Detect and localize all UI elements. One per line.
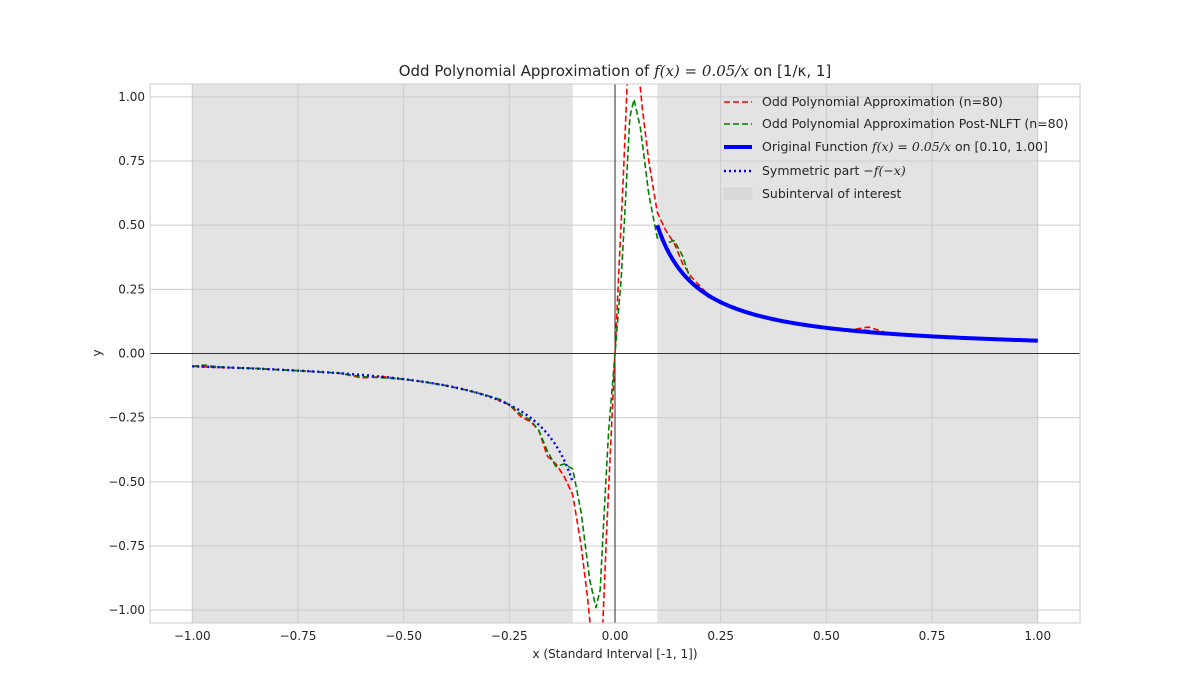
x-tick-label-0: −1.00 [174,629,211,643]
x-tick-label-1: −0.75 [280,629,317,643]
series-line-3 [192,365,574,483]
y-tick-label-5: 0.25 [118,282,145,296]
x-tick-label-8: 1.00 [1024,629,1051,643]
y-tick-label-2: −0.50 [108,475,145,489]
title-prefix: Odd Polynomial Approximation of [399,62,654,80]
x-tick-label-4: 0.00 [602,629,629,643]
x-tick-label-2: −0.50 [385,629,422,643]
title-math: f(x) = 0.05/x [653,62,749,80]
legend-original-math: f(x) = 0.05/x [871,139,951,154]
y-tick-label-1: −0.75 [108,539,145,553]
legend-label-original: Original Function f(x) = 0.05/x on [0.10… [762,139,1048,154]
legend-symmetric-prefix: Symmetric part [762,163,863,178]
y-tick-label-3: −0.25 [108,411,145,425]
x-axis-label: x (Standard Interval [-1, 1]) [532,647,697,661]
legend-label-symmetric: Symmetric part −f(−x) [762,163,906,178]
x-tick-label-5: 0.25 [707,629,734,643]
y-tick-label-6: 0.50 [118,218,145,232]
legend-label-approx: Odd Polynomial Approximation (n=80) [762,94,1003,109]
title-mid: on [749,62,777,80]
ticks: −1.00 −0.75 −0.50 −0.25 0.00 0.25 0.50 0.75 1.00… [108,90,1051,643]
legend-original-prefix: Original Function [762,139,872,154]
x-tick-label-7: 0.75 [919,629,946,643]
title-interval: [1/κ, 1] [777,62,831,80]
y-axis-label: y [90,349,104,356]
x-tick-label-3: −0.25 [491,629,528,643]
y-tick-label-7: 0.75 [118,154,145,168]
series-layer [192,84,1038,623]
series-line-2 [655,224,1038,343]
plot-frame [149,83,1081,624]
legend-original-suffix: on [0.10, 1.00] [951,139,1048,154]
legend-label-post-nlft: Odd Polynomial Approximation Post-NLFT (… [762,116,1068,131]
x-tick-label-6: 0.50 [813,629,840,643]
legend-swatch-shaded [723,187,753,200]
legend-label-subinterval: Subinterval of interest [762,186,901,201]
y-tick-label-0: −1.00 [108,603,145,617]
chart-title: Odd Polynomial Approximation of f(x) = 0… [399,62,832,80]
legend-symmetric-math: −f(−x) [863,163,906,178]
y-tick-label-8: 1.00 [118,90,145,104]
y-tick-label-4: 0.00 [118,347,145,361]
legend: Odd Polynomial Approximation (n=80) Odd … [723,94,1068,201]
